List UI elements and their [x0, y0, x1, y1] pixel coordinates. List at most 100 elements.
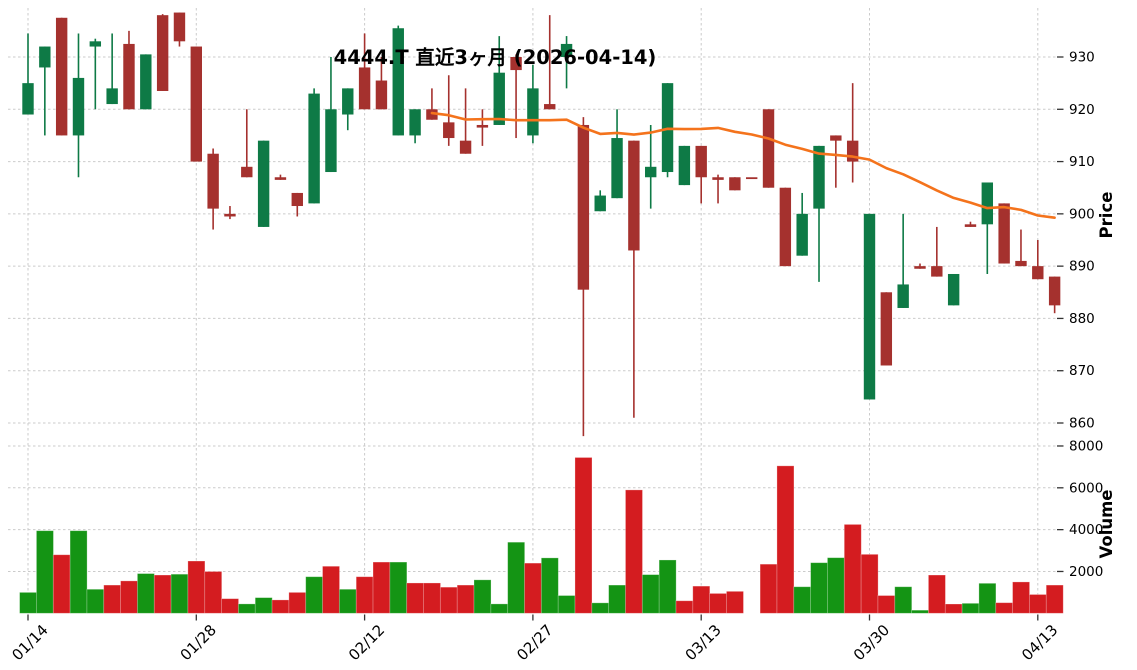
- volume-bar: [658, 559, 677, 614]
- candle-body: [342, 88, 354, 115]
- date-tick-label: 04/13: [1018, 621, 1061, 664]
- volume-bar: [944, 603, 963, 614]
- candle-body: [729, 177, 741, 191]
- date-tick-label: 02/27: [513, 621, 556, 664]
- candle-body: [779, 187, 792, 267]
- volume-bar: [928, 574, 946, 614]
- volume-bar: [338, 588, 357, 614]
- volume-bar: [692, 585, 711, 614]
- candle-body: [880, 292, 893, 366]
- candle-body: [72, 77, 85, 136]
- volume-bar: [36, 530, 54, 614]
- volume-bar: [608, 584, 627, 614]
- volume-bar: [52, 554, 71, 614]
- candle-body: [22, 83, 34, 115]
- volume-bar: [355, 576, 374, 614]
- price-tick-label: 870: [1069, 363, 1095, 379]
- candle-body: [1032, 266, 1044, 280]
- candle-body: [123, 43, 135, 110]
- volume-bar: [237, 603, 256, 614]
- price-tick-label: 880: [1069, 311, 1095, 327]
- date-tick-label: 02/12: [345, 621, 388, 664]
- candle-body: [476, 124, 489, 128]
- date-tick-label: 01/28: [177, 621, 220, 664]
- volume-bar: [439, 586, 458, 614]
- candle-body: [846, 140, 859, 162]
- candle-body: [796, 213, 808, 256]
- candlesticks: [22, 12, 1061, 437]
- candle-body: [358, 67, 371, 110]
- candle-body: [443, 122, 455, 139]
- volume-bar: [473, 579, 492, 614]
- volume-bar: [860, 553, 879, 614]
- candle-body: [762, 109, 775, 188]
- candle-body: [813, 145, 825, 209]
- volume-bar: [759, 563, 778, 614]
- volume-bar: [894, 586, 913, 614]
- candle-body: [224, 213, 236, 217]
- candle-body: [39, 46, 51, 68]
- volume-bar: [389, 561, 408, 614]
- candle-body: [459, 140, 472, 154]
- volume-bar: [271, 599, 290, 614]
- volume-bar: [843, 524, 862, 614]
- volume-tick-label: 6000: [1069, 480, 1103, 496]
- volume-bar: [1045, 584, 1064, 614]
- volume-bar: [69, 530, 88, 614]
- volume-bar: [709, 593, 728, 614]
- volume-bar: [288, 591, 307, 614]
- candle-body: [645, 166, 657, 178]
- volume-tick-labels: 8000 6000 4000 2000: [1069, 438, 1103, 579]
- candle-body: [1048, 276, 1061, 306]
- price-tick-label: 860: [1069, 416, 1095, 432]
- candle-body: [291, 192, 303, 207]
- candle-body: [897, 284, 909, 308]
- candle-body: [577, 124, 590, 290]
- volume-bar: [810, 562, 829, 614]
- volume-bar: [322, 565, 340, 614]
- candle-body: [931, 266, 943, 277]
- price-tick-label: 920: [1069, 102, 1095, 118]
- candle-body: [392, 28, 404, 136]
- volume-bars: [19, 457, 1064, 614]
- volume-bar: [625, 489, 643, 614]
- candle-body: [947, 273, 960, 306]
- volume-tick-label: 2000: [1069, 564, 1103, 580]
- volume-bar: [961, 602, 980, 614]
- price-tick-labels: 930 920 910 900 890 880 870 860: [1069, 50, 1095, 432]
- volume-bar: [524, 562, 542, 614]
- price-tick-label: 910: [1069, 154, 1095, 170]
- chart-title: 4444.T 直近3ヶ月 (2026-04-14): [334, 46, 657, 69]
- candle-body: [998, 203, 1010, 264]
- volume-tick-label: 4000: [1069, 522, 1103, 538]
- axis-ticks: [27, 56, 1064, 621]
- candle-body: [308, 93, 320, 204]
- candle-body: [241, 166, 253, 178]
- candle-body: [510, 57, 522, 71]
- candle-body: [55, 17, 68, 136]
- volume-bar: [136, 573, 155, 614]
- price-tick-label: 930: [1069, 50, 1095, 66]
- date-tick-labels: 01/14 01/28 02/12 02/27 03/13 03/30 04/13: [8, 621, 1061, 664]
- candle-body: [678, 145, 691, 186]
- candle-body: [830, 135, 842, 141]
- candle-body: [257, 140, 270, 227]
- volume-bar: [406, 582, 425, 614]
- date-tick-label: 03/30: [850, 621, 893, 664]
- candle-body: [106, 88, 118, 105]
- volume-bar: [490, 603, 509, 614]
- volume-bar: [86, 588, 105, 614]
- candle-body: [964, 224, 977, 227]
- volume-bar: [641, 574, 660, 614]
- volume-bar: [1028, 594, 1047, 614]
- volume-bar: [877, 595, 896, 614]
- candle-body: [325, 109, 337, 173]
- volume-bar: [423, 582, 441, 614]
- candle-body: [274, 177, 287, 180]
- volume-bar: [995, 602, 1014, 614]
- candle-body: [695, 145, 707, 178]
- volume-bar: [726, 590, 744, 614]
- volume-bar: [103, 584, 122, 614]
